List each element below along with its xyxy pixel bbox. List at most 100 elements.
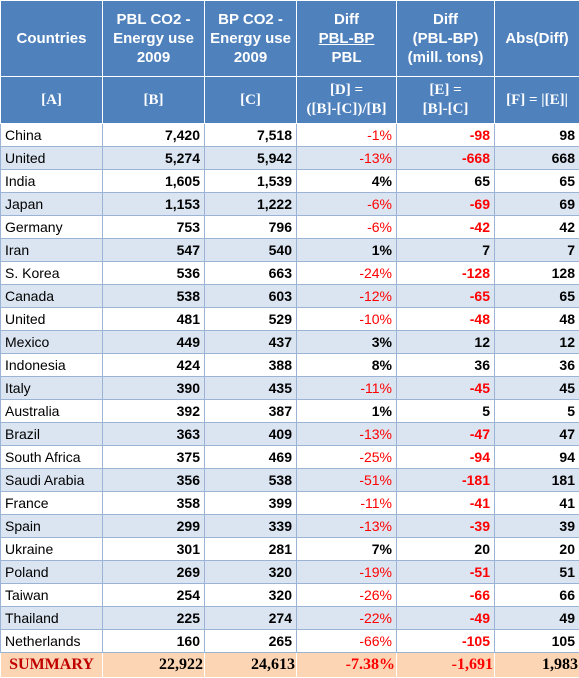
cell-pct: -6%: [296, 215, 397, 239]
cell-diff: 5: [396, 399, 495, 423]
cell-pct: 4%: [296, 169, 397, 193]
cell-diff: -668: [396, 146, 495, 170]
cell-diff: -66: [396, 583, 495, 607]
cell-pct: -25%: [296, 445, 397, 469]
cell-pct: -13%: [296, 146, 397, 170]
cell-diff: -94: [396, 445, 495, 469]
cell-bp: 538: [204, 468, 297, 492]
table-row: Brazil 363 409 -13% -47 47: [0, 422, 579, 446]
cell-bp: 274: [204, 606, 297, 630]
cell-pbl: 5,274: [102, 146, 205, 170]
ref-f: [F] = |[E]|: [494, 76, 579, 124]
cell-abs: 65: [494, 284, 579, 308]
cell-bp: 265: [204, 629, 297, 653]
cell-pbl: 392: [102, 399, 205, 423]
cell-bp: 387: [204, 399, 297, 423]
cell-abs: 51: [494, 560, 579, 584]
header-countries: Countries: [0, 0, 103, 77]
table-row: Germany 753 796 -6% -42 42: [0, 215, 579, 239]
table-row: South Africa 375 469 -25% -94 94: [0, 445, 579, 469]
cell-bp: 603: [204, 284, 297, 308]
table-row: Thailand 225 274 -22% -49 49: [0, 606, 579, 630]
cell-bp: 7,518: [204, 123, 297, 147]
summary-diff: -1,691: [396, 652, 495, 678]
cell-country: Australia: [0, 399, 103, 423]
cell-country: Canada: [0, 284, 103, 308]
cell-pbl: 358: [102, 491, 205, 515]
cell-bp: 1,222: [204, 192, 297, 216]
cell-pbl: 375: [102, 445, 205, 469]
table-row: United 5,274 5,942 -13% -668 668: [0, 146, 579, 170]
cell-country: France: [0, 491, 103, 515]
cell-diff: -48: [396, 307, 495, 331]
cell-pbl: 753: [102, 215, 205, 239]
table-row: Saudi Arabia 356 538 -51% -181 181: [0, 468, 579, 492]
table-row: Ukraine 301 281 7% 20 20: [0, 537, 579, 561]
cell-diff: -181: [396, 468, 495, 492]
ref-d: [D] = ([B]-[C])/[B]: [296, 76, 397, 124]
cell-abs: 128: [494, 261, 579, 285]
cell-bp: 1,539: [204, 169, 297, 193]
header-diff-abs: Diff (PBL-BP) (mill. tons): [396, 0, 495, 77]
cell-country: Spain: [0, 514, 103, 538]
summary-bp: 24,613: [204, 652, 297, 678]
cell-pbl: 481: [102, 307, 205, 331]
cell-abs: 66: [494, 583, 579, 607]
cell-bp: 320: [204, 560, 297, 584]
cell-diff: -41: [396, 491, 495, 515]
cell-abs: 94: [494, 445, 579, 469]
header-diff-pct: Diff PBL-BP PBL: [296, 0, 397, 77]
cell-pct: 8%: [296, 353, 397, 377]
cell-pct: 1%: [296, 399, 397, 423]
cell-bp: 409: [204, 422, 297, 446]
header-pbl: PBL CO2 - Energy use 2009: [102, 0, 205, 77]
cell-diff: -42: [396, 215, 495, 239]
cell-bp: 540: [204, 238, 297, 262]
cell-diff: 20: [396, 537, 495, 561]
cell-country: South Africa: [0, 445, 103, 469]
cell-pbl: 547: [102, 238, 205, 262]
cell-country: Germany: [0, 215, 103, 239]
cell-abs: 45: [494, 376, 579, 400]
cell-country: United: [0, 307, 103, 331]
cell-country: United: [0, 146, 103, 170]
ref-b: [B]: [102, 76, 205, 124]
cell-abs: 41: [494, 491, 579, 515]
cell-pct: 3%: [296, 330, 397, 354]
table-row: Japan 1,153 1,222 -6% -69 69: [0, 192, 579, 216]
cell-diff: -128: [396, 261, 495, 285]
cell-country: Saudi Arabia: [0, 468, 103, 492]
cell-pct: -11%: [296, 376, 397, 400]
table-row: Indonesia 424 388 8% 36 36: [0, 353, 579, 377]
table-row: France 358 399 -11% -41 41: [0, 491, 579, 515]
cell-diff: -69: [396, 192, 495, 216]
cell-pbl: 301: [102, 537, 205, 561]
cell-abs: 98: [494, 123, 579, 147]
summary-pct: -7.38%: [296, 652, 397, 678]
cell-country: Iran: [0, 238, 103, 262]
cell-abs: 49: [494, 606, 579, 630]
cell-pct: -22%: [296, 606, 397, 630]
summary-row: SUMMARY 22,922 24,613 -7.38% -1,691 1,98…: [0, 652, 579, 678]
cell-diff: 7: [396, 238, 495, 262]
table-row: S. Korea 536 663 -24% -128 128: [0, 261, 579, 285]
cell-bp: 388: [204, 353, 297, 377]
cell-pbl: 1,605: [102, 169, 205, 193]
cell-country: Indonesia: [0, 353, 103, 377]
cell-country: Italy: [0, 376, 103, 400]
cell-pct: -13%: [296, 514, 397, 538]
cell-abs: 5: [494, 399, 579, 423]
table-row: Spain 299 339 -13% -39 39: [0, 514, 579, 538]
table-body: China 7,420 7,518 -1% -98 98 United 5,274 5,942-…: [0, 123, 579, 653]
cell-pbl: 424: [102, 353, 205, 377]
cell-pbl: 269: [102, 560, 205, 584]
cell-pbl: 536: [102, 261, 205, 285]
cell-country: Brazil: [0, 422, 103, 446]
cell-country: Mexico: [0, 330, 103, 354]
cell-abs: 47: [494, 422, 579, 446]
cell-diff: -65: [396, 284, 495, 308]
cell-pbl: 390: [102, 376, 205, 400]
table-row: Taiwan 254 320 -26% -66 66: [0, 583, 579, 607]
table-row: Australia 392 387 1% 5 5: [0, 399, 579, 423]
